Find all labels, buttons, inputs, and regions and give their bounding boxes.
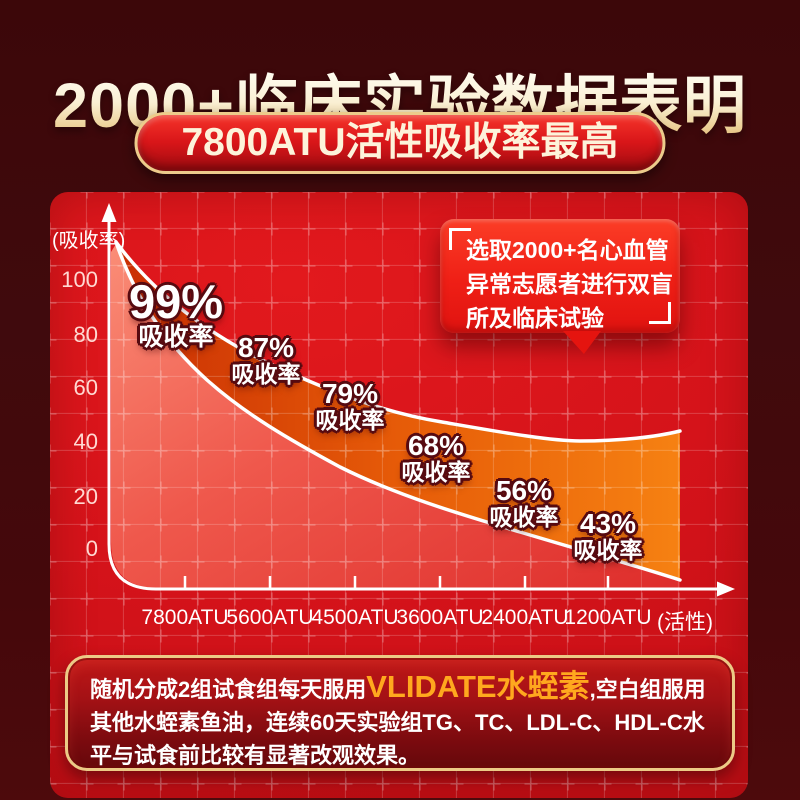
x-label-2400atu: 2400ATU [481, 606, 569, 629]
x-label-7800atu: 7800ATU [141, 606, 229, 629]
lower-curve-line [114, 240, 682, 582]
x-axis-title: (活性) [657, 611, 713, 634]
x-label-1200atu: 1200ATU [564, 606, 652, 629]
curve-label-87-unit: 吸收率 [231, 361, 301, 387]
y-tick-0: 0 [85, 536, 98, 561]
curve-label-87-value: 87% [237, 332, 295, 363]
footnote-brand-highlight: VLIDATE水蛭素 [366, 669, 590, 704]
curve-label-79-unit: 吸收率 [315, 407, 385, 433]
curve-label-99: 99% 吸收率 [101, 275, 251, 351]
curve-label-43: 43% 吸收率 [533, 509, 683, 563]
curve-label-99-value: 99% [128, 275, 224, 328]
callout-line-1: 选取2000+名心血管 [466, 237, 669, 263]
study-footnote-box: 随机分成2组试食组每天服用VLIDATE水蛭素,空白组服用其他水蛭素鱼油，连续6… [65, 655, 735, 771]
y-tick-40: 40 [73, 429, 98, 454]
y-tick-60: 60 [73, 375, 98, 400]
curve-label-68-value: 68% [407, 430, 465, 461]
corner-bracket-top-left-icon [449, 228, 471, 250]
y-axis-title: (吸收率) [52, 230, 126, 252]
y-tick-80: 80 [73, 322, 98, 347]
study-callout-bubble: 选取2000+名心血管 异常志愿者进行双盲 所及临床试验 [440, 219, 680, 354]
upper-curve-line [114, 240, 682, 443]
curve-label-87: 87% 吸收率 [191, 333, 341, 387]
curve-label-79-value: 79% [321, 378, 379, 409]
y-tick-100: 100 [61, 267, 98, 292]
curve-label-56-unit: 吸收率 [489, 504, 559, 530]
x-axis-arrow [717, 581, 735, 597]
curve-label-79: 79% 吸收率 [275, 379, 425, 433]
y-axis-arrow [101, 203, 117, 222]
footnote-text-pre: 随机分成2组试食组每天服用 [90, 677, 367, 702]
curve-label-68-unit: 吸收率 [401, 459, 471, 485]
curve-label-56-value: 56% [495, 475, 553, 506]
y-tick-20: 20 [73, 484, 98, 509]
x-axis-ticks [183, 576, 610, 588]
footnote-text-post: ,空白组服用其他水蛭素鱼油，连续60天实验组TG、TC、LDL-C、HDL-C水… [90, 677, 706, 768]
curve-label-43-value: 43% [579, 508, 637, 539]
corner-bracket-bottom-right-icon [649, 302, 671, 324]
axis-lines [107, 218, 720, 591]
callout-line-2: 异常志愿者进行双盲 [466, 271, 673, 297]
callout-line-3: 所及临床试验 [466, 305, 604, 331]
x-label-3600atu: 3600ATU [396, 606, 484, 629]
x-label-4500atu: 4500ATU [311, 606, 399, 629]
curve-label-43-unit: 吸收率 [573, 537, 643, 563]
curve-label-68: 68% 吸收率 [361, 431, 511, 485]
curve-label-99-unit: 吸收率 [138, 323, 214, 351]
subtitle-badge: 7800ATU活性吸收率最高 [134, 112, 666, 174]
curve-label-56: 56% 吸收率 [449, 476, 599, 530]
x-label-5600atu: 5600ATU [226, 606, 314, 629]
